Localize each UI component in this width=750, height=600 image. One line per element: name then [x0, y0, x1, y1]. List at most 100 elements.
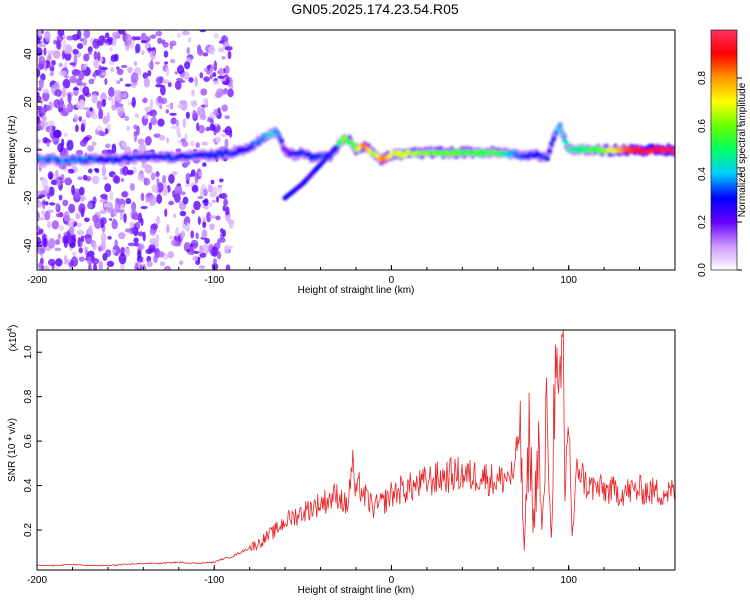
spectrogram-noise-point — [78, 70, 85, 81]
spectrogram-noise-point — [170, 125, 178, 129]
spectrogram-noise-point — [165, 267, 169, 270]
spectrogram-noise-point — [54, 89, 62, 97]
spectrogram-noise-point — [77, 176, 83, 181]
spectrogram-noise-point — [101, 72, 107, 76]
spectrogram-noise-point — [59, 70, 67, 77]
spectrogram-noise-point — [150, 117, 157, 126]
spectrogram-noise-point — [73, 87, 79, 91]
snr-y-tick-label: 0.8 — [23, 389, 34, 403]
spectrogram-noise-point — [76, 229, 85, 236]
spectrogram-noise-point — [48, 186, 55, 197]
spectrogram-ridge-cell — [306, 152, 312, 158]
spectrogram-noise-point — [133, 131, 138, 143]
spectrogram-noise-point — [37, 225, 41, 230]
spectrogram-noise-point — [197, 49, 204, 56]
spectrogram-noise-point — [64, 52, 72, 61]
spectrogram-noise-point — [175, 226, 179, 237]
spectrogram-noise-point — [62, 78, 71, 89]
spectrogram-noise-point — [191, 209, 196, 214]
spectrogram-noise-point — [165, 67, 170, 77]
spectrogram-noise-point — [212, 258, 217, 265]
spectrogram-noise-point — [37, 231, 42, 236]
spectrogram-noise-point — [167, 250, 174, 259]
spectrogram-noise-point — [185, 111, 190, 119]
spectrogram-noise-point — [221, 104, 228, 112]
spectrogram-noise-point — [187, 36, 192, 43]
spectrogram-noise-point — [92, 175, 100, 185]
spectrogram-noise-point — [79, 85, 83, 92]
spectrogram-noise-point — [213, 60, 218, 72]
spectrogram-noise-point — [175, 120, 180, 127]
spectrogram-noise-point — [76, 222, 83, 228]
spectrogram-noise-point — [170, 59, 176, 64]
spectrogram-noise-point — [178, 260, 184, 265]
spectrogram-noise-point — [212, 72, 217, 78]
spectrogram-noise-point — [140, 205, 148, 210]
spectrogram-noise-point — [158, 134, 166, 141]
spectrogram-noise-point — [114, 239, 118, 251]
snr-series-line — [37, 330, 675, 567]
spectrogram-noise-point — [201, 244, 210, 255]
spectrogram-noise-point — [210, 179, 215, 185]
spectrogram-noise-point — [176, 32, 182, 38]
spectrogram-noise-point — [106, 111, 111, 123]
spectrogram-noise-point — [186, 46, 191, 55]
spectrogram-noise-point — [174, 80, 182, 91]
spectrogram-noise-point — [120, 64, 128, 69]
spectrogram-ridge-cell — [274, 129, 280, 135]
spectrogram-noise-point — [111, 31, 120, 37]
spectrogram-noise-point — [41, 210, 46, 216]
spectrogram-noise-point — [107, 36, 113, 43]
spectrogram-ridge-cell — [278, 138, 285, 144]
spectrogram-noise-point — [208, 45, 216, 55]
spectrogram-noise-point — [142, 97, 148, 104]
spectrogram-noise-point — [49, 72, 54, 77]
spectrogram-noise-point — [168, 235, 174, 240]
spectrogram-noise-point — [64, 177, 73, 186]
spectrogram-noise-point — [37, 30, 42, 38]
spectrogram-noise-point — [142, 72, 149, 79]
colorbar-tick-label: 0.6 — [697, 119, 708, 133]
spectrogram-noise-point — [78, 256, 85, 262]
snr-y-tick-label: 0.6 — [23, 434, 34, 448]
spectrogram-y-axis-label: Frequency (Hz) — [7, 116, 18, 185]
snr-background — [37, 330, 675, 570]
spectrogram-noise-point — [194, 76, 198, 87]
snr-multiplier-exponent: 4 — [7, 328, 14, 332]
spectrogram-noise-point — [222, 80, 230, 85]
spectrogram-noise-point — [168, 200, 175, 206]
spectrogram-noise-point — [135, 36, 141, 41]
spectrogram-noise-point — [93, 263, 98, 270]
spectrogram-noise-point — [79, 99, 86, 108]
spectrogram-noise-point — [203, 198, 209, 207]
spectrogram-noise-point — [141, 50, 145, 56]
spectrogram-noise-point — [166, 223, 170, 234]
spectrogram-x-ticks: -200 -100 0 100 — [27, 265, 676, 286]
spectrogram-noise-point — [205, 126, 211, 132]
spectrogram-noise-point — [69, 75, 77, 84]
spectrogram-noise-point — [43, 47, 47, 56]
spectrogram-noise-point — [80, 123, 86, 133]
spectrogram-noise-point — [73, 114, 79, 123]
spectrogram-noise-point — [111, 97, 115, 107]
spectrogram-noise-point — [69, 62, 76, 66]
spectrogram-noise-point — [109, 47, 113, 52]
spectrogram-noise-point — [140, 192, 145, 202]
spectrogram-noise-point — [155, 171, 160, 178]
spectrogram-noise-point — [225, 206, 230, 216]
spectrogram-noise-point — [229, 84, 234, 89]
spectrogram-noise-point — [63, 211, 70, 222]
colorbar: 0.0 0.2 0.4 0.6 0.8 Normalized spectral ampl… — [697, 29, 748, 277]
spectrogram-noise-point — [40, 107, 47, 117]
spectrogram-y-tick-label: -40 — [23, 238, 34, 253]
snr-y-axis-label: SNR (10 * v/v) — [7, 418, 18, 482]
spectrogram-noise-point — [138, 143, 147, 154]
spectrogram-noise-point — [163, 61, 169, 65]
spectrogram-noise-point — [67, 93, 72, 104]
colorbar-ticks: 0.0 0.2 0.4 0.6 0.8 — [697, 71, 742, 277]
spectrogram-ridge-cell — [551, 136, 557, 142]
spectrogram-noise-point — [146, 260, 153, 268]
spectrogram-noise-point — [116, 68, 124, 76]
spectrogram-ridge-cell — [549, 141, 555, 147]
spectrogram-ridge-cell — [559, 130, 565, 136]
